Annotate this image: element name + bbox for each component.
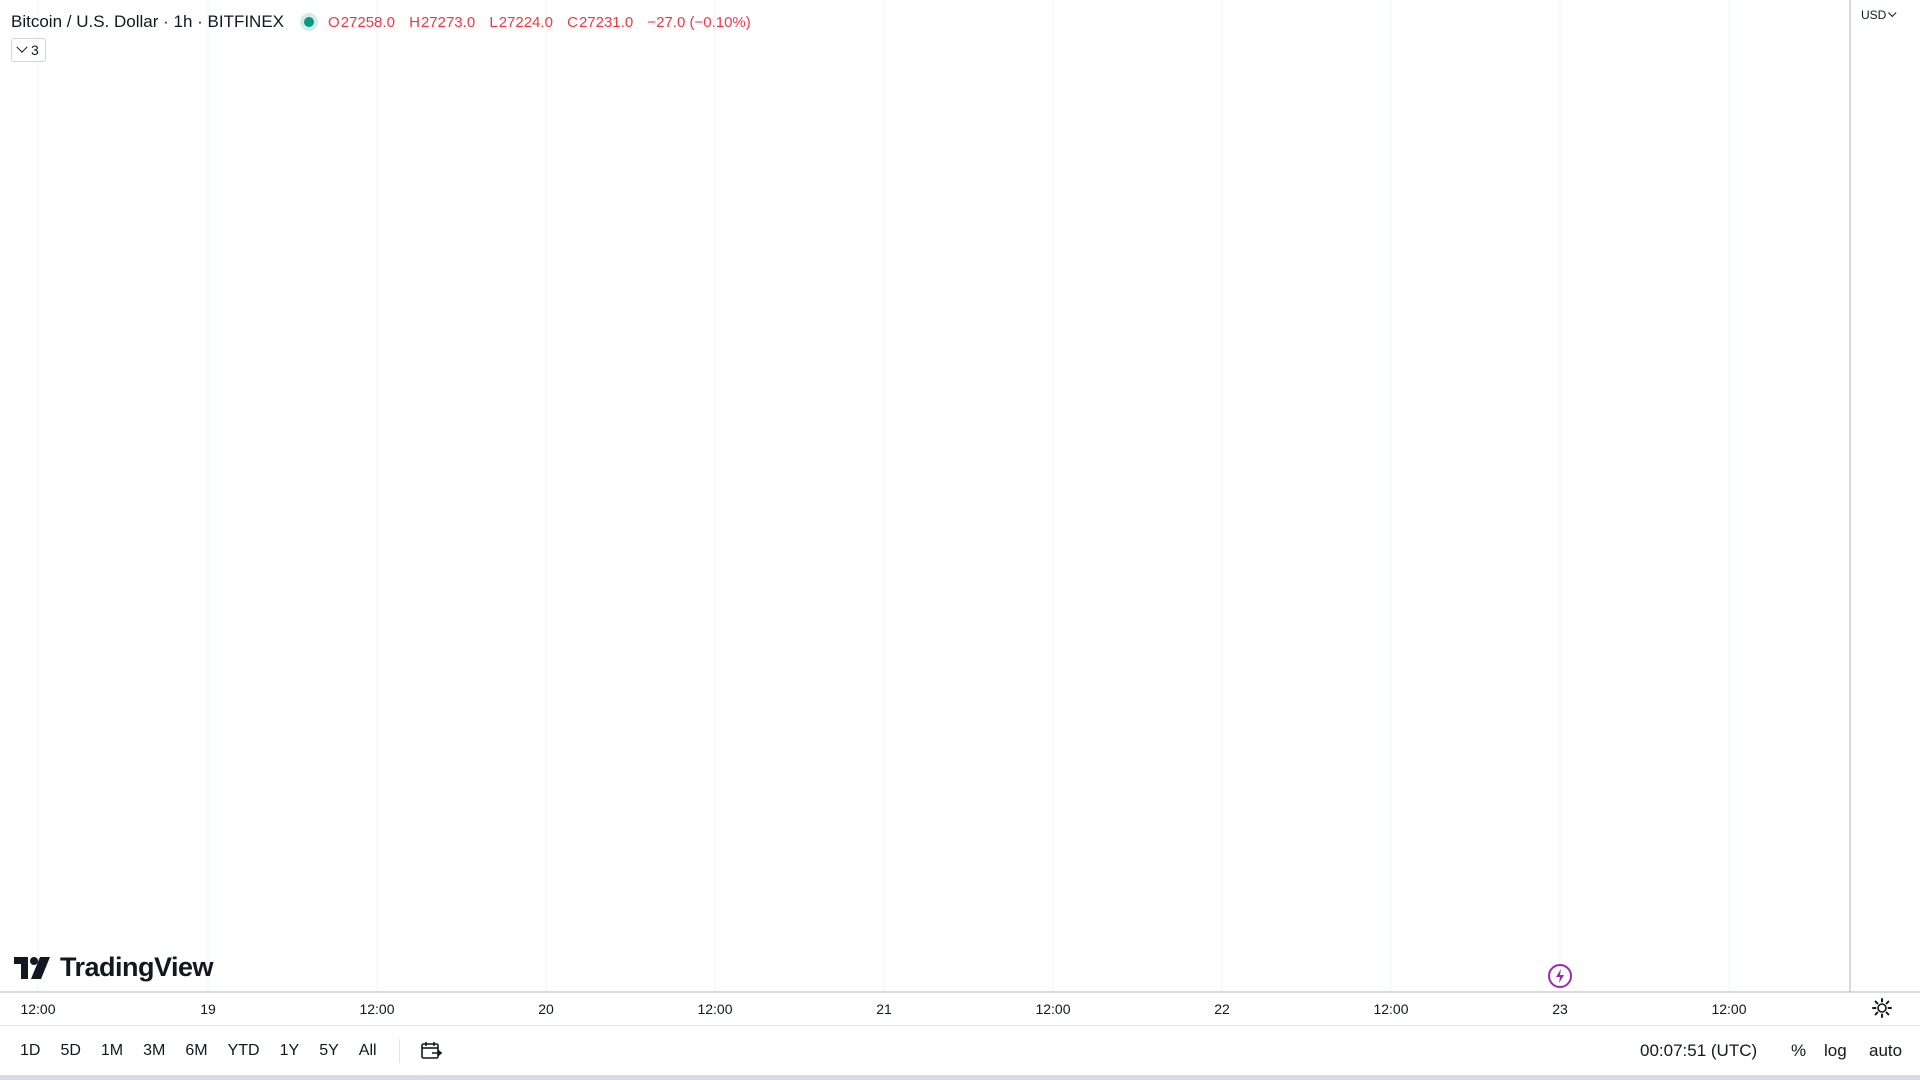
open-label: O xyxy=(328,13,340,31)
range-1d-button[interactable]: 1D xyxy=(20,1042,41,1059)
open-value: 27258.0 xyxy=(340,13,395,31)
vertical-grid xyxy=(37,0,1730,992)
range-6m-button[interactable]: 6M xyxy=(185,1042,208,1059)
time-tick-label: 12:00 xyxy=(1711,1001,1746,1017)
ohlc-values: O27258.0 H27273.0 L27224.0 C27231.0 −27.… xyxy=(328,14,751,31)
time-tick-label: 20 xyxy=(538,1001,554,1017)
log-toggle[interactable]: log xyxy=(1824,1041,1847,1060)
low-label: L xyxy=(489,13,498,31)
time-tick-label: 12:00 xyxy=(20,1001,55,1017)
time-tick-label: 12:00 xyxy=(1373,1001,1408,1017)
time-tick-label: 19 xyxy=(200,1001,216,1017)
range-5y-button[interactable]: 5Y xyxy=(319,1042,339,1059)
range-all-button[interactable]: All xyxy=(358,1042,377,1059)
currency-select[interactable]: USD xyxy=(1861,8,1897,22)
utc-clock[interactable]: 00:07:51 (UTC) xyxy=(1640,1041,1758,1060)
range-5d-button[interactable]: 5D xyxy=(60,1042,81,1059)
price-axis: 33500.033000.032500.032000.031500.031000… xyxy=(1849,0,1851,992)
symbol-title[interactable]: Bitcoin / U.S. Dollar · 1h · BITFINEX xyxy=(11,12,285,31)
calendar-icon[interactable] xyxy=(420,1041,442,1061)
time-axis: 12:00 19 12:00 20 12:00 21 12:00 22 12:00 23 12:00 xyxy=(0,991,1920,1017)
change-value: −27.0 (−0.10%) xyxy=(647,13,751,31)
range-ytd-button[interactable]: YTD xyxy=(227,1042,260,1059)
time-tick-label: 12:00 xyxy=(1035,1001,1070,1017)
chevron-down-icon xyxy=(16,41,28,53)
price-chart[interactable]: R3R2R1PivotS1S2S3 33500.033000.032500.03… xyxy=(0,0,1920,1025)
symbol-legend: Bitcoin / U.S. Dollar · 1h · BITFINEX O2… xyxy=(11,10,751,34)
bottom-toolbar: 1D 5D 1M 3M 6M YTD 1Y 5Y All 00:07:51 (U… xyxy=(0,1025,1920,1076)
range-1y-button[interactable]: 1Y xyxy=(279,1042,300,1059)
logo-text: TradingView xyxy=(60,952,214,982)
bottom-strip xyxy=(0,1075,1920,1080)
tradingview-logo-icon xyxy=(14,956,50,979)
gear-icon[interactable] xyxy=(1871,997,1893,1019)
high-label: H xyxy=(409,13,420,31)
low-value: 27224.0 xyxy=(498,13,553,31)
lightning-icon[interactable] xyxy=(1547,963,1573,989)
auto-toggle[interactable]: auto xyxy=(1869,1041,1903,1060)
currency-label: USD xyxy=(1861,8,1887,22)
indicators-toggle-button[interactable]: 3 xyxy=(11,38,46,62)
toolbar-divider xyxy=(398,1039,400,1063)
range-1m-button[interactable]: 1M xyxy=(100,1042,124,1059)
time-tick-label: 12:00 xyxy=(359,1001,394,1017)
time-tick-label: 21 xyxy=(876,1001,892,1017)
close-value: 27231.0 xyxy=(578,13,634,31)
close-label: C xyxy=(567,13,578,31)
percent-toggle[interactable]: % xyxy=(1791,1041,1807,1060)
range-3m-button[interactable]: 3M xyxy=(143,1042,166,1059)
indicators-count: 3 xyxy=(31,42,39,58)
time-tick-label: 12:00 xyxy=(697,1001,732,1017)
market-status-icon xyxy=(304,17,315,27)
chevron-down-icon xyxy=(1888,8,1897,18)
time-tick-label: 22 xyxy=(1214,1001,1230,1017)
high-value: 27273.0 xyxy=(420,13,476,31)
tradingview-logo[interactable]: TradingView xyxy=(14,952,214,983)
time-tick-label: 23 xyxy=(1552,1001,1568,1017)
